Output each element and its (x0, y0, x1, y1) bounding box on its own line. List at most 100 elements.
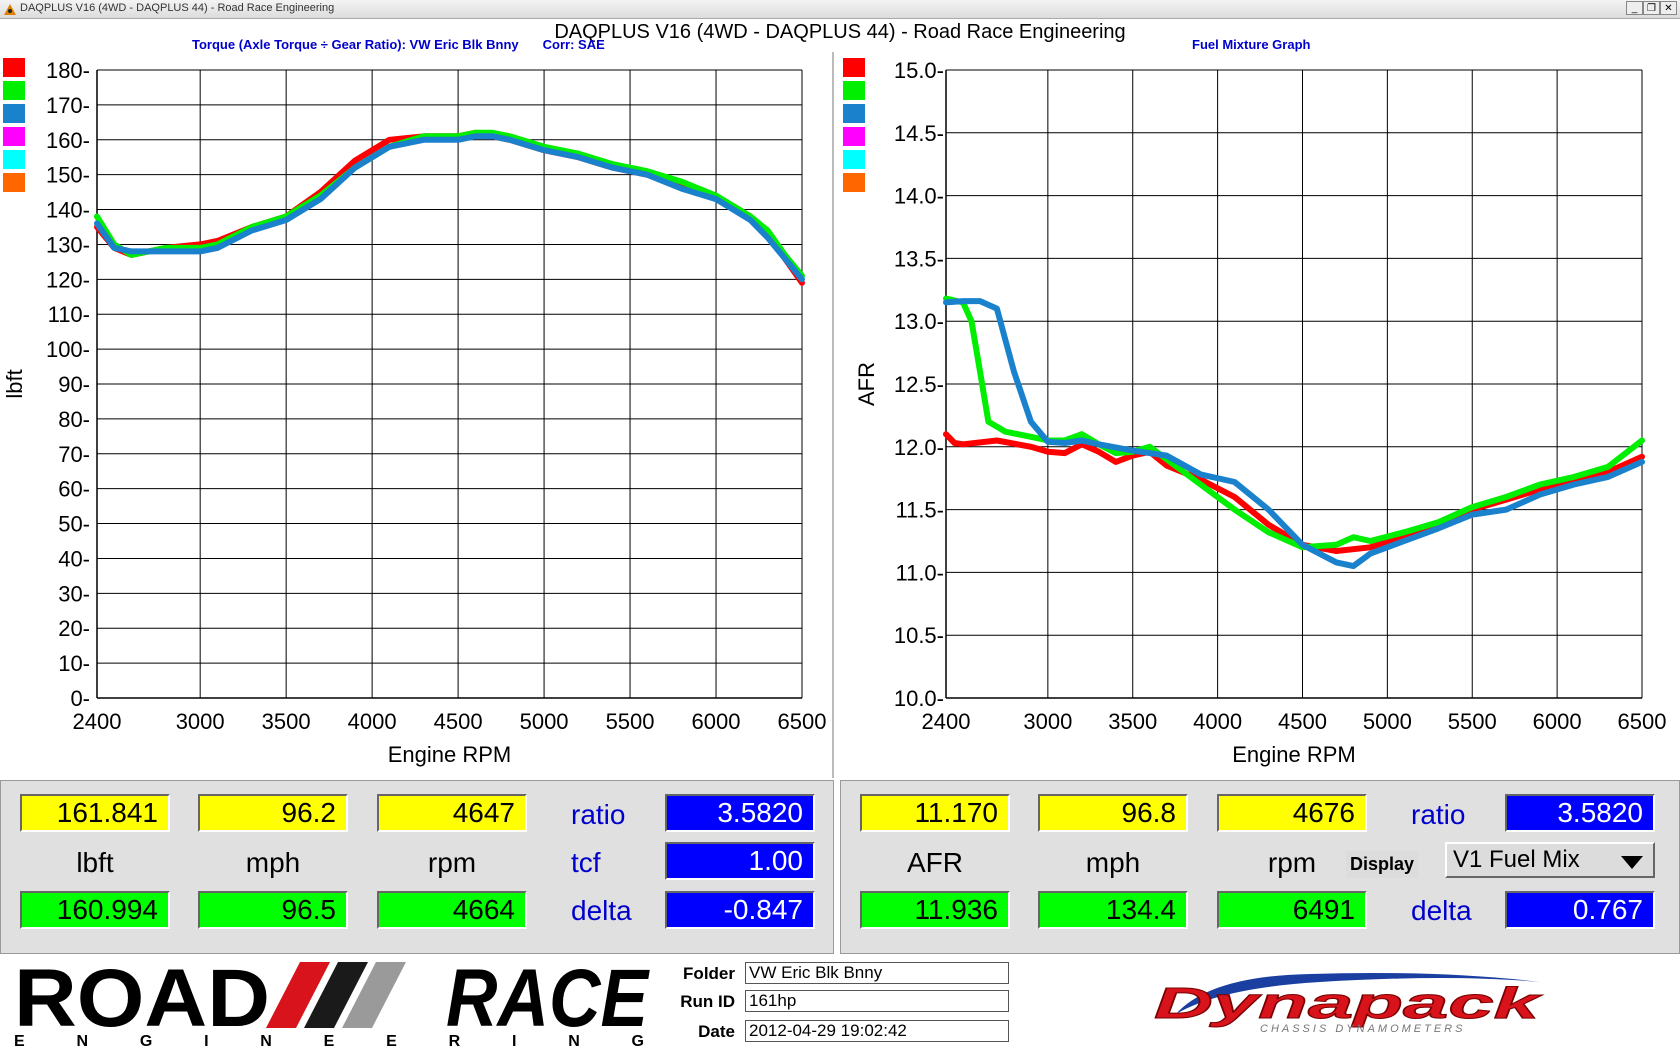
y-tick-label: 40- (58, 546, 90, 571)
series-line-1 (94, 129, 805, 286)
tcf-value[interactable]: 1.00 (665, 842, 815, 880)
x-axis-label: Engine RPM (388, 742, 512, 767)
road-race-logo: ROAD RACE E N G I N E E R I N G (14, 956, 650, 1050)
ratio-label: ratio (571, 799, 626, 830)
y-tick-label: 14.5- (894, 121, 944, 146)
torque-chart-title: Torque (Axle Torque ÷ Gear Ratio): VW Er… (192, 37, 605, 52)
x-tick-label: 4000 (1193, 709, 1242, 734)
y-tick-label: 30- (58, 581, 90, 606)
x-axis-label: Engine RPM (1232, 742, 1356, 767)
y-axis-label: lbft (2, 369, 27, 398)
torque-chart-panel: 0- 10- 20- 30- 40- 50- 60- 70- 80- 90- 100- 110- 120… (0, 52, 834, 778)
ratio-value[interactable]: 3.5820 (665, 794, 815, 832)
afr-chart-panel: 10.0- 10.5- 11.0- 11.5- 12.0- 12.5- 13.0- 13.5-… (840, 52, 1680, 778)
rpm-end-value: 6491 (1217, 891, 1367, 929)
chevron-down-icon[interactable] (1621, 856, 1643, 869)
unit-mph: mph (1085, 847, 1141, 878)
x-tick-label: 4500 (1278, 709, 1327, 734)
run-swatch-3[interactable] (3, 104, 25, 123)
display-select[interactable]: V1 Fuel Mix (1445, 842, 1655, 878)
run-swatch-2[interactable] (843, 81, 865, 100)
run-swatch-1[interactable] (3, 58, 25, 77)
y-tick-label: 20- (58, 616, 90, 641)
series-line-2 (94, 129, 805, 279)
date-field: 2012-04-29 19:02:42 (745, 1020, 1009, 1042)
afr-cursor-value: 11.170 (860, 794, 1010, 832)
close-button[interactable]: ✕ (1660, 1, 1677, 15)
folder-field: VW Eric Blk Bnny (745, 962, 1009, 984)
date-label: Date (698, 1022, 735, 1041)
unit-rpm: rpm (427, 847, 477, 878)
minimize-button[interactable]: _ (1626, 1, 1643, 15)
y-tick-label: 180- (46, 58, 90, 83)
y-tick-label: 120- (46, 267, 90, 292)
y-tick-label: 60- (58, 477, 90, 502)
x-tick-label: 5500 (606, 709, 655, 734)
unit-rpm: rpm (1267, 847, 1317, 878)
run-swatch-1[interactable] (843, 58, 865, 77)
y-tick-label: 70- (58, 442, 90, 467)
rpm-cursor-value: 4647 (377, 794, 527, 832)
x-tick-label: 5500 (1448, 709, 1497, 734)
restore-button[interactable]: ❐ (1643, 1, 1660, 15)
dynapack-text: Dynapack (1154, 979, 1544, 1028)
app-icon (4, 4, 16, 15)
folder-label: Folder (683, 964, 735, 983)
x-tick-label: 5000 (520, 709, 569, 734)
y-tick-label: 160- (46, 128, 90, 153)
left-readout-panel: 161.841 96.2 4647 lbft mph rpm 160.994 9… (0, 780, 834, 954)
y-tick-label: 10.5- (894, 623, 944, 648)
x-tick-label: 4500 (434, 709, 483, 734)
y-tick-label: 10.0- (894, 686, 944, 711)
logo-race-text: RACE (446, 956, 650, 1044)
footer: ROAD RACE E N G I N E E R I N G Folder V… (0, 956, 1680, 1050)
display-label: Display (1346, 851, 1419, 878)
ratio-value[interactable]: 3.5820 (1505, 794, 1655, 832)
dynapack-logo: Dynapack CHASSIS DYNAMOMETERS (1154, 973, 1544, 1035)
run-swatch-2[interactable] (3, 81, 25, 100)
run-swatch-5[interactable] (3, 150, 25, 169)
rpm-cursor-value: 4676 (1217, 794, 1367, 832)
x-tick-label: 6000 (1533, 709, 1582, 734)
delta-label: delta (1411, 895, 1472, 926)
delta-label: delta (571, 895, 632, 926)
run-swatch-5[interactable] (843, 150, 865, 169)
runid-label: Run ID (680, 992, 735, 1011)
y-tick-label: 12.5- (894, 372, 944, 397)
unit-lbft: lbft (76, 847, 114, 878)
y-tick-label: 11.0- (895, 560, 944, 585)
speed-cursor-value: 96.2 (198, 794, 348, 832)
y-axis-label: AFR (854, 362, 879, 406)
y-tick-label: 150- (46, 163, 90, 188)
x-tick-label: 2400 (922, 709, 971, 734)
run-swatch-6[interactable] (843, 173, 865, 192)
window-title: DAQPLUS V16 (4WD - DAQPLUS 44) - Road Ra… (20, 2, 335, 14)
x-tick-label: 5000 (1363, 709, 1412, 734)
speed-peak-value: 96.5 (198, 891, 348, 929)
logo-road-text: ROAD (14, 956, 270, 1044)
series-line-3 (94, 133, 805, 283)
rpm-peak-value: 4664 (377, 891, 527, 929)
y-tick-label: 80- (58, 407, 90, 432)
y-tick-label: 170- (46, 93, 90, 118)
x-tick-label: 6000 (692, 709, 741, 734)
run-swatch-4[interactable] (3, 127, 25, 146)
display-select-value: V1 Fuel Mix (1453, 846, 1580, 873)
y-tick-label: 15.0- (894, 58, 944, 83)
window-titlebar: DAQPLUS V16 (4WD - DAQPLUS 44) - Road Ra… (0, 0, 1680, 19)
delta-value: 0.767 (1505, 891, 1655, 929)
y-tick-label: 13.0- (894, 309, 944, 334)
torque-peak-value: 160.994 (20, 891, 170, 929)
y-tick-label: 140- (46, 198, 90, 223)
unit-afr: AFR (907, 847, 963, 878)
run-swatch-6[interactable] (3, 173, 25, 192)
run-swatch-3[interactable] (843, 104, 865, 123)
torque-chart: 0- 10- 20- 30- 40- 50- 60- 70- 80- 90- 100- 110- 120… (2, 58, 827, 767)
y-tick-label: 130- (46, 232, 90, 257)
x-tick-label: 3500 (1108, 709, 1157, 734)
series-line-2 (943, 295, 1645, 551)
tcf-label: tcf (571, 847, 601, 878)
unit-mph: mph (245, 847, 301, 878)
run-swatch-4[interactable] (843, 127, 865, 146)
x-tick-label: 6500 (778, 709, 827, 734)
